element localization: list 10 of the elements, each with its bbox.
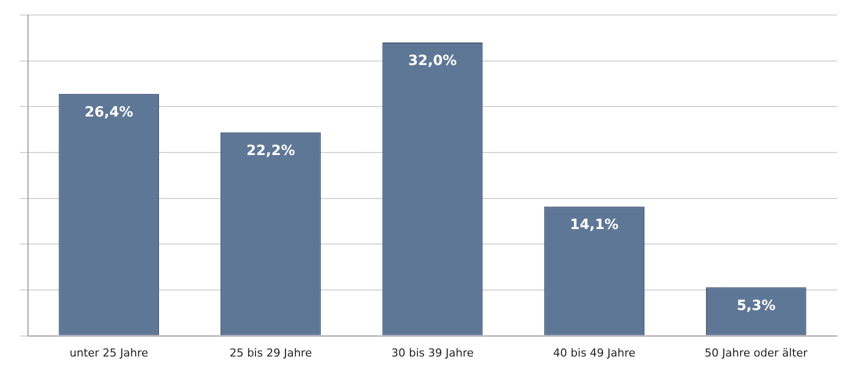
x-tick-label: 30 bis 39 Jahre <box>391 346 474 360</box>
data-label: 22,2% <box>246 142 295 159</box>
x-tick-label: 25 bis 29 Jahre <box>230 346 312 360</box>
x-tick-label: unter 25 Jahre <box>70 346 148 360</box>
data-label: 5,3% <box>736 298 776 314</box>
data-label: 32,0% <box>408 53 457 70</box>
data-label: 14,1% <box>570 217 619 234</box>
x-tick-label: 40 bis 49 Jahre <box>553 346 636 360</box>
x-tick-label: 50 Jahre oder älter <box>704 346 808 360</box>
data-label: 26,4% <box>84 104 134 120</box>
